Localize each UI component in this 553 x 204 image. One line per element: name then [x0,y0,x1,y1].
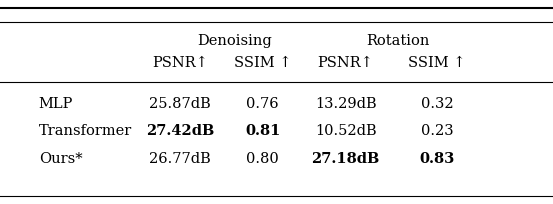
Text: Denoising: Denoising [197,34,273,48]
Text: 0.32: 0.32 [421,97,453,111]
Text: 13.29dB: 13.29dB [315,97,377,111]
Text: SSIM ↑: SSIM ↑ [408,56,466,70]
Text: MLP: MLP [39,97,73,111]
Text: 10.52dB: 10.52dB [315,124,377,137]
Text: 25.87dB: 25.87dB [149,97,211,111]
Text: 0.81: 0.81 [245,124,280,137]
Text: PSNR↑: PSNR↑ [317,56,374,70]
Text: 27.42dB: 27.42dB [145,124,214,137]
Text: 0.76: 0.76 [247,97,279,111]
Text: 26.77dB: 26.77dB [149,152,211,166]
Text: Ours*: Ours* [39,152,82,166]
Text: PSNR↑: PSNR↑ [152,56,208,70]
Text: 27.18dB: 27.18dB [311,152,380,166]
Text: 0.80: 0.80 [246,152,279,166]
Text: 0.23: 0.23 [421,124,453,137]
Text: SSIM ↑: SSIM ↑ [234,56,291,70]
Text: 0.83: 0.83 [419,152,455,166]
Text: Transformer: Transformer [39,124,132,137]
Text: Rotation: Rotation [367,34,430,48]
